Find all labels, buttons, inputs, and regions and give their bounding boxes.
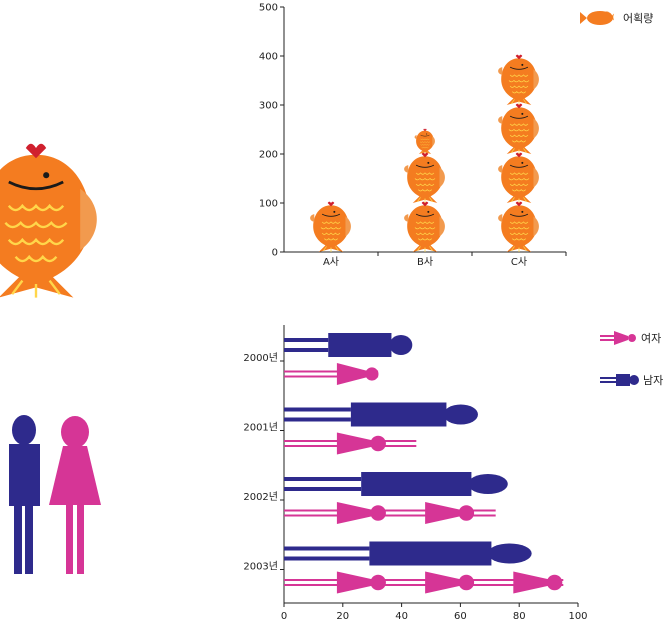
category-label: 2000년: [243, 352, 278, 364]
legend-fish-icon: [587, 11, 613, 25]
man-icon: [9, 415, 40, 574]
fish-bar-icon: [497, 54, 540, 106]
y-tick-label: 0: [272, 248, 278, 259]
male-bar: [284, 541, 532, 566]
female-bar: [284, 502, 496, 524]
fish-bar-icon: [403, 152, 446, 204]
fish-bar-icon: [309, 201, 352, 253]
fish-bar-icon: [403, 201, 446, 253]
legend-label-female: 여자: [641, 332, 661, 345]
y-tick-label: 200: [259, 150, 278, 161]
legend-male-icon: [600, 374, 639, 386]
woman-icon: [49, 416, 101, 574]
x-tick-label: 100: [568, 611, 587, 622]
category-label: 2003년: [243, 561, 278, 573]
fish-bar-icon: [497, 201, 540, 253]
legend-fish-icon: [580, 12, 587, 24]
y-tick-label: 500: [259, 3, 278, 14]
male-bar: [284, 333, 413, 357]
y-tick-label: 100: [259, 199, 278, 210]
x-tick-label: 0: [281, 611, 287, 622]
category-label: A사: [323, 256, 339, 268]
female-bar: [284, 432, 417, 455]
fish-bar-icon: [497, 103, 540, 155]
x-tick-label: 80: [513, 611, 526, 622]
y-tick-label: 300: [259, 101, 278, 112]
y-tick-label: 400: [259, 52, 278, 63]
legend-female-icon: [600, 331, 636, 345]
female-bar: [284, 571, 564, 594]
x-tick-label: 40: [395, 611, 408, 622]
x-tick-label: 60: [454, 611, 467, 622]
x-tick-label: 20: [336, 611, 349, 622]
category-label: 2002년: [243, 491, 278, 503]
female-bar: [284, 363, 379, 385]
legend-label-male: 남자: [643, 374, 663, 387]
male-bar: [284, 402, 478, 427]
category-label: B사: [417, 256, 433, 268]
category-label: C사: [511, 256, 527, 268]
legend-label: 어획량: [623, 12, 653, 25]
category-label: 2001년: [243, 422, 278, 434]
fish-bar-icon: [414, 128, 436, 155]
fish-catch-chart: 0 100 200 300 400 500 A사 B사 C사 어획량: [259, 3, 653, 269]
fish-bar-icon: [497, 152, 540, 204]
fish-icon: [0, 142, 99, 299]
legend: 어획량: [580, 11, 653, 25]
male-bar: [284, 472, 508, 496]
